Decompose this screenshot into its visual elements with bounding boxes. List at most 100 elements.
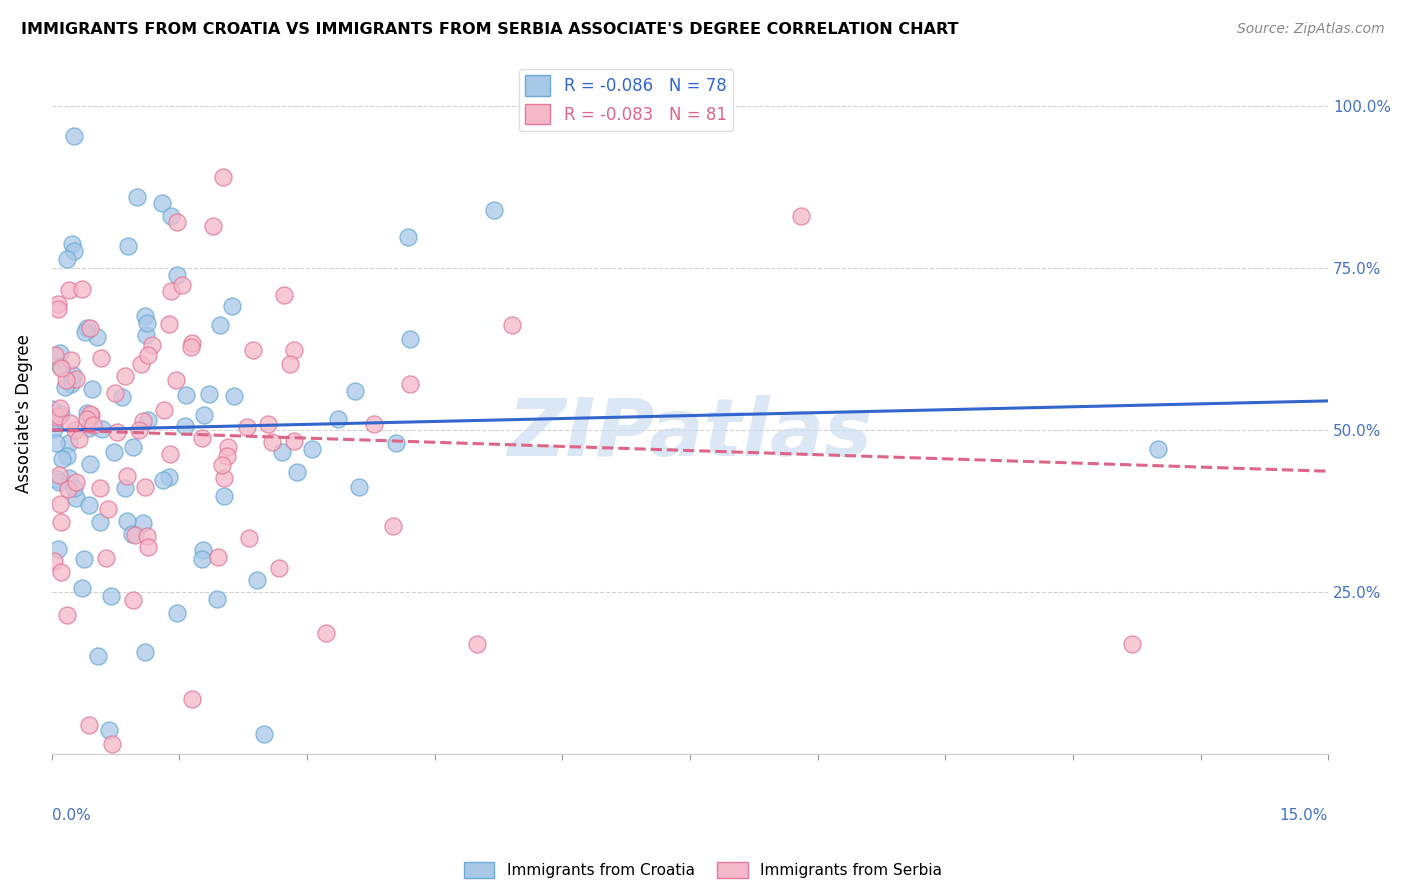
Point: [104, 386, 127, 401]
Point: [114, 481, 136, 495]
Point: [197, 387, 219, 401]
Point: [285, 465, 308, 479]
Point: [396, 230, 419, 244]
Point: [150, 196, 173, 211]
Point: [273, 287, 295, 301]
Point: [172, 277, 194, 292]
Point: [46, 542, 69, 557]
Point: [315, 625, 337, 640]
Point: [398, 333, 420, 347]
Point: [363, 417, 385, 432]
Point: [76, 411, 98, 425]
Point: [65, 372, 87, 386]
Point: [347, 480, 370, 494]
Point: [166, 268, 188, 283]
Point: [211, 458, 233, 472]
Point: [45, 472, 67, 486]
Point: [135, 328, 157, 343]
Legend: Immigrants from Croatia, Immigrants from Serbia: Immigrants from Croatia, Immigrants from…: [457, 856, 949, 884]
Point: [70, 282, 93, 296]
Point: [96, 551, 118, 566]
Point: [51, 516, 73, 530]
Point: [48, 401, 70, 415]
Point: [87, 648, 110, 663]
Point: [270, 445, 292, 459]
Point: [136, 541, 159, 555]
Point: [180, 340, 202, 354]
Point: [193, 408, 215, 422]
Point: [465, 636, 488, 650]
Point: [501, 318, 523, 333]
Point: [79, 407, 101, 421]
Point: [382, 518, 405, 533]
Point: [59, 353, 82, 368]
Point: [51, 452, 73, 467]
Point: [79, 457, 101, 471]
Point: [103, 445, 125, 459]
Point: [212, 471, 235, 485]
Point: [121, 440, 143, 454]
Point: [105, 425, 128, 440]
Point: [42, 554, 65, 568]
Point: [60, 373, 83, 387]
Point: [166, 606, 188, 620]
Point: [238, 531, 260, 545]
Point: [44, 413, 66, 427]
Point: [136, 348, 159, 362]
Point: [283, 434, 305, 448]
Point: [122, 593, 145, 607]
Point: [45, 436, 67, 450]
Point: [77, 499, 100, 513]
Point: [48, 467, 70, 482]
Point: [221, 299, 243, 313]
Point: [789, 210, 811, 224]
Point: [117, 239, 139, 253]
Point: [205, 592, 228, 607]
Text: Source: ZipAtlas.com: Source: ZipAtlas.com: [1237, 22, 1385, 37]
Point: [91, 422, 114, 436]
Point: [100, 589, 122, 603]
Point: [253, 727, 276, 741]
Point: [160, 210, 183, 224]
Point: [96, 501, 118, 516]
Point: [153, 403, 176, 417]
Point: [134, 480, 156, 494]
Point: [135, 529, 157, 543]
Point: [180, 692, 202, 706]
Point: [1147, 442, 1170, 457]
Point: [269, 561, 291, 575]
Legend: R = -0.086   N = 78, R = -0.083   N = 81: R = -0.086 N = 78, R = -0.083 N = 81: [519, 69, 734, 131]
Point: [132, 516, 155, 531]
Point: [59, 416, 82, 430]
Point: [301, 442, 323, 457]
Point: [80, 382, 103, 396]
Point: [48, 359, 70, 373]
Point: [75, 325, 97, 339]
Point: [132, 414, 155, 428]
Point: [211, 169, 233, 184]
Point: [202, 219, 225, 233]
Point: [77, 421, 100, 435]
Point: [278, 357, 301, 371]
Text: 0.0%: 0.0%: [52, 808, 90, 823]
Point: [217, 449, 239, 463]
Point: [56, 252, 79, 266]
Point: [41, 401, 63, 416]
Point: [236, 419, 259, 434]
Point: [115, 468, 138, 483]
Point: [174, 418, 197, 433]
Point: [76, 321, 98, 335]
Point: [125, 190, 148, 204]
Point: [51, 360, 73, 375]
Point: [53, 380, 76, 394]
Point: [56, 608, 79, 623]
Point: [484, 203, 506, 218]
Text: IMMIGRANTS FROM CROATIA VS IMMIGRANTS FROM SERBIA ASSOCIATE'S DEGREE CORRELATION: IMMIGRANTS FROM CROATIA VS IMMIGRANTS FR…: [21, 22, 959, 37]
Point: [90, 351, 112, 365]
Point: [121, 526, 143, 541]
Point: [48, 497, 70, 511]
Point: [55, 373, 77, 387]
Point: [58, 436, 80, 450]
Point: [89, 481, 111, 495]
Point: [114, 368, 136, 383]
